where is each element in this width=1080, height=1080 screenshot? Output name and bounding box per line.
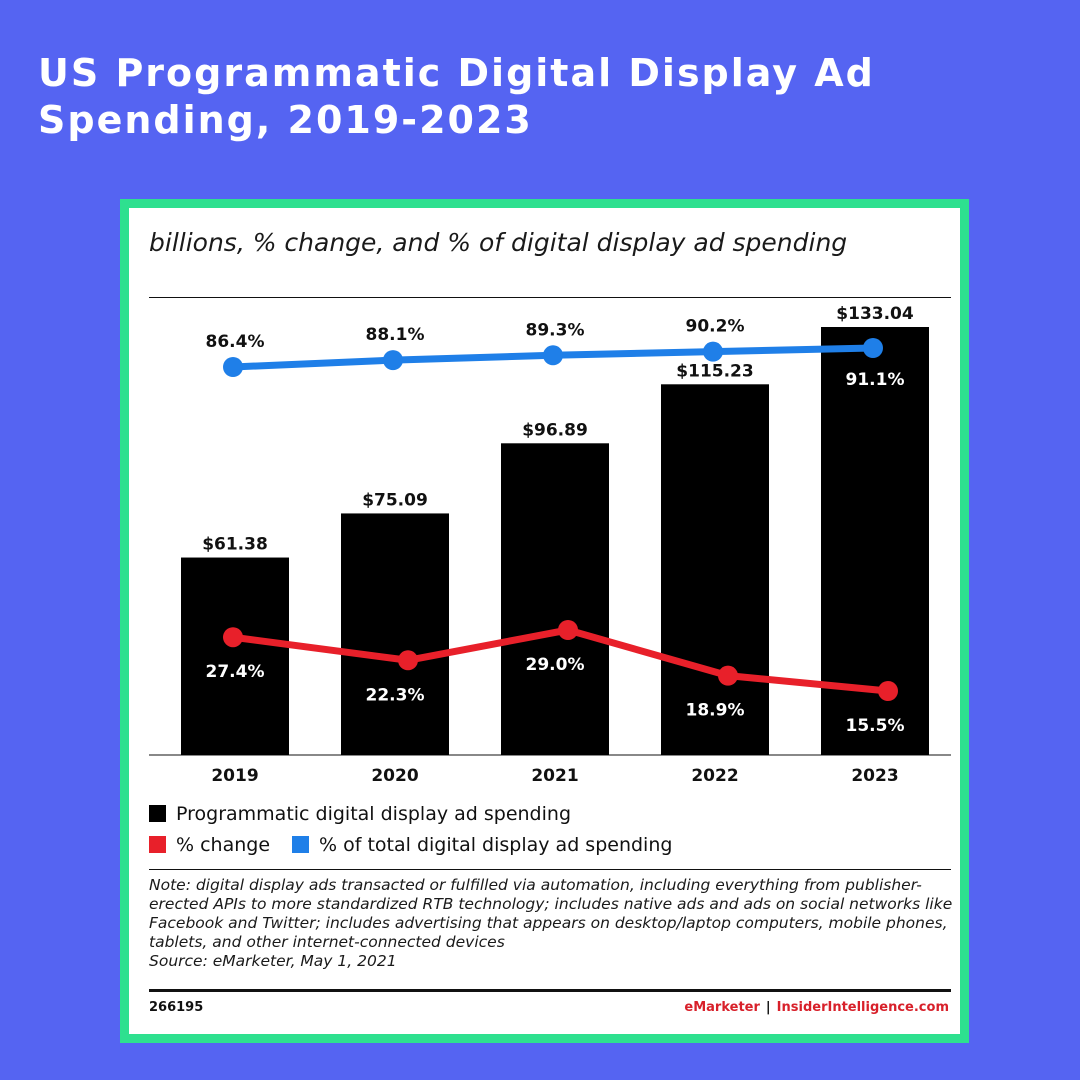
change-point-2022 [718,665,738,686]
legend-label-share: % of total digital display ad spending [319,833,673,856]
source-text: Source: eMarketer, May 1, 2021 [149,952,397,970]
bar-label-2020: $75.09 [362,490,428,510]
note-text: Note: digital display ads transacted or … [149,876,953,951]
legend-row-1: Programmatic digital display ad spending [149,798,949,829]
brand-insider-intelligence: InsiderIntelligence.com [776,1000,949,1015]
legend-swatch-change [149,836,166,853]
legend-swatch-share [292,836,310,853]
legend-item-share: % of total digital display ad spending [292,834,672,856]
bar-label-2023: $133.04 [836,304,914,324]
divider-middle [149,869,951,870]
change-point-2020 [398,650,418,671]
share-point-2021 [543,345,563,366]
change-label-2019: 27.4% [206,662,265,682]
brand-emarketer: eMarketer [684,1000,760,1015]
brand-separator: | [765,1000,771,1015]
share-point-2022 [703,341,723,362]
chart-plot: $61.38 2019 $75.09 2020 $96.89 2021 $115.23 202… [149,304,951,786]
share-label-2021: 89.3% [526,320,585,340]
chart-subtitle: billions, % change, and % of digital dis… [149,228,848,257]
legend-swatch-bars [149,805,166,822]
share-label-2022: 90.2% [686,317,745,337]
x-tick-2019: 2019 [211,766,258,786]
x-tick-2023: 2023 [851,766,898,786]
share-point-2019 [223,357,243,377]
x-tick-2021: 2021 [531,766,578,786]
legend-item-change: % change [149,834,270,856]
bar-2020 [341,513,449,755]
legend-row-2: % change % of total digital display ad s… [149,829,949,860]
change-label-2022: 18.9% [686,701,745,721]
legend-label-change: % change [176,833,271,856]
chart-card: billions, % change, and % of digital dis… [120,199,969,1043]
x-tick-2020: 2020 [371,766,418,786]
brand-footer: eMarketer | InsiderIntelligence.com [684,1000,949,1015]
page-title: US Programmatic Digital Display Ad Spend… [38,51,875,142]
share-label-2020: 88.1% [366,325,425,345]
share-label-2019: 86.4% [206,332,265,352]
share-label-2023: 91.1% [846,370,905,390]
legend-item-bars: Programmatic digital display ad spending [149,803,571,825]
legend-label-bars: Programmatic digital display ad spending [176,802,572,825]
bar-2019 [181,557,289,755]
change-point-2021 [558,620,578,640]
chart-id: 266195 [149,1000,204,1015]
chart-note: Note: digital display ads transacted or … [149,876,954,971]
bar-2021 [501,443,609,755]
share-point-2023 [863,338,883,358]
bar-label-2021: $96.89 [522,420,588,440]
bar-2022 [661,384,769,755]
chart-legend: Programmatic digital display ad spending… [149,798,949,860]
bar-label-2019: $61.38 [202,535,268,555]
change-label-2021: 29.0% [526,655,585,675]
divider-top [149,297,951,298]
x-tick-2022: 2022 [691,766,738,786]
change-label-2020: 22.3% [366,685,425,705]
chart-card-inner: billions, % change, and % of digital dis… [129,208,960,1034]
change-label-2023: 15.5% [846,716,905,736]
divider-bottom [149,989,951,992]
share-point-2020 [383,350,403,371]
bar-label-2022: $115.23 [676,361,753,381]
change-point-2019 [223,627,243,648]
change-point-2023 [878,681,898,701]
